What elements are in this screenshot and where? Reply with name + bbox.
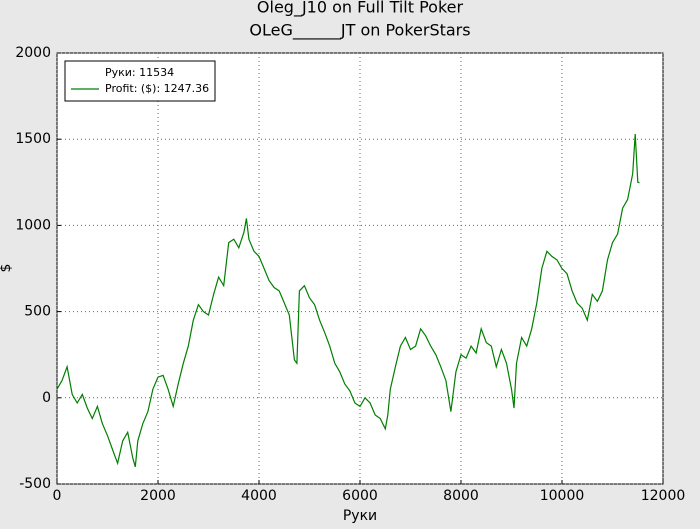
x-tick-label: 2000 <box>140 488 176 504</box>
x-axis-label: Руки <box>343 508 377 524</box>
x-tick-label: 4000 <box>241 488 277 504</box>
legend-note: Руки: 11534 <box>105 66 174 79</box>
legend-label: Profit: ($): 1247.36 <box>105 82 209 95</box>
chart-title: Oleg_J10 on Full Tilt Poker <box>257 0 464 18</box>
x-tick-label: 12000 <box>641 488 686 504</box>
x-tick-label: 8000 <box>443 488 479 504</box>
x-tick-label: 0 <box>53 488 62 504</box>
y-tick-label: 1500 <box>15 131 51 147</box>
legend-box <box>64 60 216 102</box>
y-tick-label: 2000 <box>15 45 51 61</box>
chart-subtitle: OLeG______JT on PokerStars <box>249 21 470 41</box>
y-axis-label: $ <box>0 264 14 273</box>
y-tick-label: 500 <box>24 304 51 320</box>
y-tick-label: 1000 <box>15 217 51 233</box>
x-tick-label: 6000 <box>342 488 378 504</box>
x-tick-label: 10000 <box>540 488 585 504</box>
y-tick-label: -500 <box>19 476 51 492</box>
data-line <box>56 133 640 467</box>
y-tick-label: 0 <box>42 390 51 406</box>
